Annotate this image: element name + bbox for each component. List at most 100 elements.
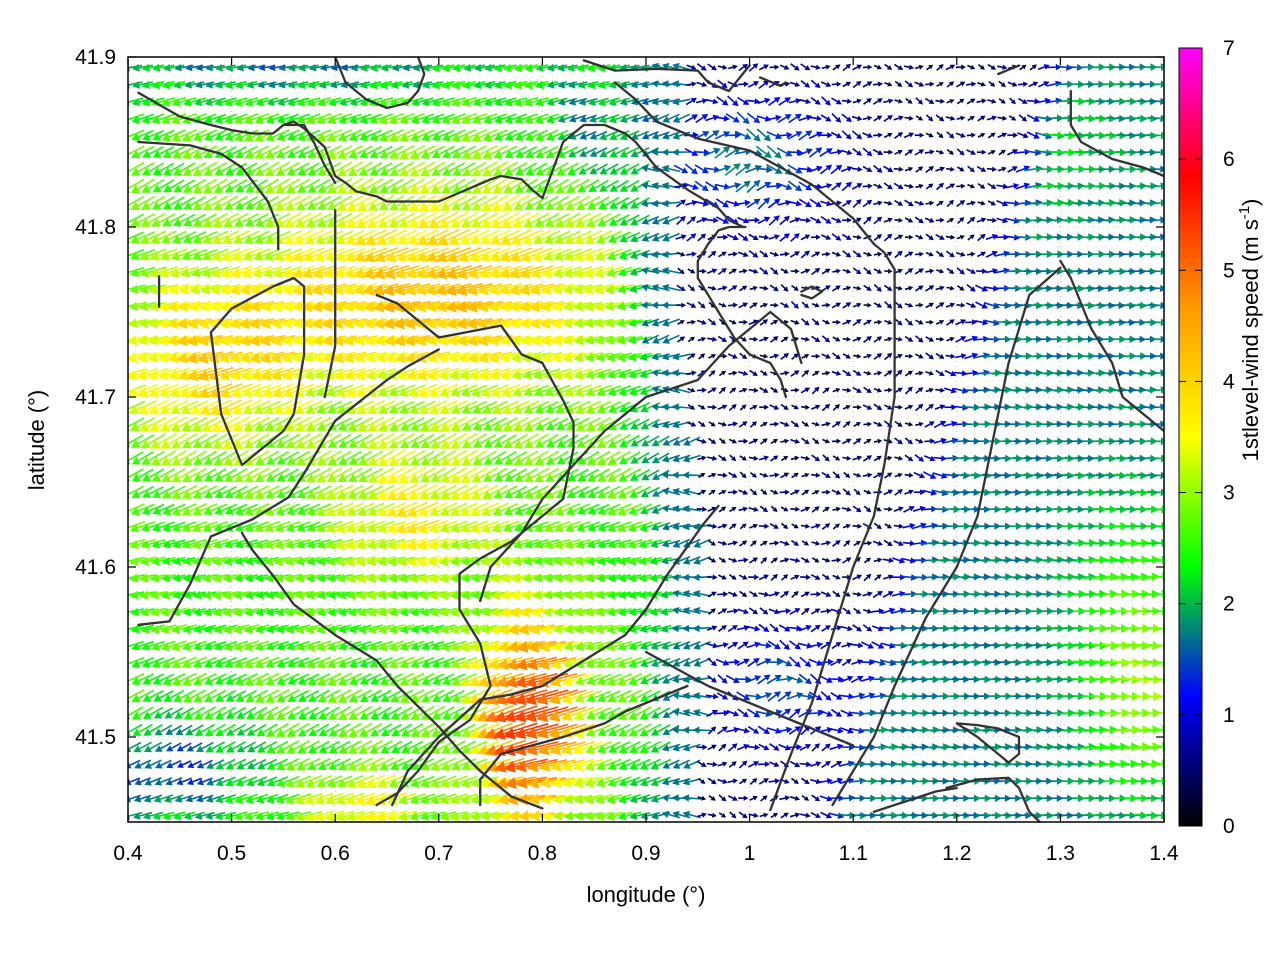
wind-vector xyxy=(337,656,362,668)
x-tick-label-3: 0.7 xyxy=(424,842,453,865)
wind-vector xyxy=(788,726,802,735)
wind-vector xyxy=(800,812,811,818)
wind-vector xyxy=(131,673,154,685)
wind-vector xyxy=(776,657,793,667)
wind-vector xyxy=(215,723,236,736)
wind-vector xyxy=(327,689,352,703)
wind-vector xyxy=(618,723,642,737)
wind-vector xyxy=(639,690,661,702)
plot-area xyxy=(127,56,1165,822)
wind-vector xyxy=(308,706,330,720)
wind-vector xyxy=(573,776,604,788)
wind-vector xyxy=(796,693,815,701)
wind-vector xyxy=(459,656,489,669)
wind-vector xyxy=(707,726,717,735)
wind-vector xyxy=(551,641,583,652)
wind-vector xyxy=(246,776,268,787)
wind-vector xyxy=(163,689,185,702)
wind-vector xyxy=(297,723,320,737)
wind-vector xyxy=(348,689,372,703)
wind-vector xyxy=(662,759,680,769)
wind-vector xyxy=(128,759,141,769)
wind-vector xyxy=(617,689,643,703)
wind-vector xyxy=(337,757,362,771)
wind-vector xyxy=(717,778,728,784)
wind-vector xyxy=(717,674,728,684)
wind-vector xyxy=(275,722,300,737)
wind-vector xyxy=(276,689,300,703)
wind-vector xyxy=(561,689,594,704)
wind-vector xyxy=(346,774,375,788)
wind-vector xyxy=(144,759,162,769)
wind-vector xyxy=(706,761,718,767)
wind-vector xyxy=(650,776,671,787)
wind-vector xyxy=(226,723,246,736)
wind-vector xyxy=(788,708,801,719)
wind-vector xyxy=(697,777,706,784)
wind-vector xyxy=(144,776,162,786)
wind-vector xyxy=(317,758,341,771)
wind-vector xyxy=(175,724,193,735)
wind-vector xyxy=(562,673,594,687)
wind-vector xyxy=(205,811,226,820)
wind-vector xyxy=(337,689,363,703)
wind-vector xyxy=(849,692,866,700)
wind-vector xyxy=(265,723,289,737)
wind-vector xyxy=(215,776,236,787)
wind-vector xyxy=(420,722,445,737)
wind-vector xyxy=(439,775,468,788)
colorbar-label: 1stlevel-wind speed (m s-1) xyxy=(1236,199,1263,462)
wind-vector xyxy=(318,706,341,720)
wind-vector xyxy=(735,675,752,683)
wind-vector xyxy=(718,794,727,802)
wind-vector xyxy=(810,761,822,767)
wind-vector xyxy=(154,776,173,786)
wind-vector xyxy=(628,723,652,737)
wind-vector xyxy=(430,757,457,771)
wind-vector xyxy=(759,812,769,818)
wind-vector xyxy=(348,673,372,686)
wind-vector xyxy=(196,741,214,752)
wind-vector xyxy=(142,706,164,719)
wind-vector xyxy=(143,724,163,736)
wind-vector xyxy=(450,758,477,771)
wind-vector xyxy=(718,812,727,818)
wind-vector xyxy=(335,792,365,805)
wind-vector xyxy=(131,689,154,703)
wind-vector xyxy=(276,673,300,686)
colorbar-tick-label-5: 5 xyxy=(1223,259,1235,282)
wind-vector xyxy=(706,710,719,718)
wind-vector xyxy=(760,795,768,802)
wind-vector xyxy=(596,741,621,754)
wind-vector xyxy=(359,657,382,668)
wind-vector xyxy=(276,657,299,668)
wind-vector xyxy=(166,742,182,752)
wind-vector xyxy=(716,642,729,648)
wind-vector xyxy=(173,689,196,703)
wind-vector xyxy=(318,723,340,737)
wind-vector xyxy=(819,709,833,717)
wind-vector xyxy=(225,758,247,770)
wind-vector xyxy=(410,672,435,686)
wind-vector xyxy=(807,709,824,717)
wind-vector xyxy=(871,641,885,649)
wind-vector xyxy=(305,775,333,788)
wind-vector xyxy=(572,758,604,772)
wind-vector xyxy=(769,761,780,767)
wind-vector xyxy=(203,673,227,685)
wind-vector xyxy=(236,724,256,736)
wind-vector xyxy=(245,793,269,804)
wind-vector xyxy=(225,690,247,702)
colorbar-tick-label-2: 2 xyxy=(1223,593,1235,616)
wind-vector xyxy=(314,792,344,805)
wind-vector xyxy=(154,724,173,736)
wind-vector xyxy=(586,707,612,720)
wind-vector xyxy=(235,689,257,702)
wind-vector xyxy=(245,689,269,703)
y-tick-label-2: 41.7 xyxy=(75,386,116,409)
wind-vector xyxy=(420,705,445,720)
wind-vector xyxy=(757,761,771,768)
wind-vector xyxy=(660,641,682,650)
wind-vector xyxy=(182,689,207,703)
wind-vector xyxy=(788,656,801,668)
